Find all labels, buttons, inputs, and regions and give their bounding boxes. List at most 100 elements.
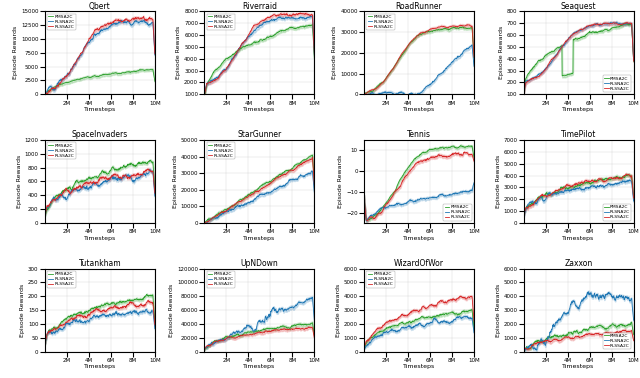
Line: RLSSA2C: RLSSA2C (364, 296, 474, 347)
RMSA2C (451, 311, 458, 316)
RMSA2C (308, 23, 316, 27)
Line: RLSSA2C: RLSSA2C (524, 174, 634, 215)
Line: RLSNA2C: RLSNA2C (364, 316, 474, 349)
RMSA2C (586, 326, 593, 330)
RLSNA2C (151, 326, 159, 331)
RMSA2C (579, 34, 587, 39)
RMSA2C (413, 155, 420, 160)
RMSA2C (520, 91, 527, 96)
RLSNA2C (200, 222, 208, 226)
Title: Seaquest: Seaquest (561, 2, 596, 11)
RLSNA2C (630, 318, 637, 322)
RLSSA2C (573, 30, 580, 35)
RLSSA2C (145, 167, 152, 171)
RLSSA2C (627, 22, 635, 26)
RLSSA2C (291, 167, 299, 172)
RLSSA2C (291, 327, 298, 331)
RLSNA2C (253, 195, 260, 199)
RLSNA2C (253, 194, 261, 199)
RMSA2C (41, 214, 49, 218)
X-axis label: Timesteps: Timesteps (84, 235, 116, 240)
Line: RLSNA2C: RLSNA2C (524, 180, 634, 217)
Y-axis label: Episode Rewards: Episode Rewards (177, 26, 181, 79)
RMSA2C (579, 328, 587, 332)
RMSA2C (457, 143, 465, 148)
RMSA2C (308, 22, 316, 26)
RLSSA2C (630, 59, 637, 64)
RMSA2C (520, 348, 527, 353)
RLSNA2C (420, 324, 428, 329)
RLSNA2C (572, 304, 580, 308)
RLSSA2C (151, 191, 159, 195)
RLSNA2C (307, 14, 315, 19)
RLSNA2C (426, 82, 433, 87)
RLSNA2C (627, 21, 635, 26)
RMSA2C (627, 175, 635, 179)
X-axis label: Timesteps: Timesteps (243, 235, 276, 240)
RMSA2C (291, 323, 298, 327)
RLSSA2C (107, 20, 115, 25)
RLSSA2C (413, 308, 420, 313)
RMSA2C (459, 25, 467, 29)
RLSSA2C (579, 181, 587, 186)
RLSSA2C (610, 331, 618, 336)
RLSSA2C (468, 152, 476, 157)
RMSA2C (151, 320, 159, 324)
RLSSA2C (93, 307, 101, 311)
RMSA2C (41, 91, 49, 96)
RMSA2C (308, 321, 316, 325)
RLSSA2C (520, 347, 527, 352)
RLSSA2C (572, 334, 580, 339)
RLSSA2C (468, 24, 476, 28)
Line: RLSSA2C: RLSSA2C (204, 158, 314, 223)
RLSSA2C (451, 297, 458, 302)
RMSA2C (93, 74, 101, 79)
RLSNA2C (146, 167, 154, 172)
RMSA2C (627, 22, 635, 26)
RLSNA2C (520, 349, 527, 353)
RMSA2C (200, 95, 208, 99)
RMSA2C (148, 293, 156, 297)
Line: RLSSA2C: RLSSA2C (45, 301, 155, 344)
Line: RMSA2C: RMSA2C (524, 175, 634, 215)
RLSSA2C (628, 328, 636, 333)
RMSA2C (131, 297, 139, 302)
RLSSA2C (296, 11, 304, 15)
Y-axis label: Episode Rewards: Episode Rewards (339, 155, 343, 208)
Title: Tennis: Tennis (407, 130, 431, 139)
RMSA2C (360, 91, 368, 96)
RLSNA2C (308, 295, 316, 300)
Legend: RMSA2C, RLSNA2C, RLSSA2C: RMSA2C, RLSNA2C, RLSSA2C (603, 333, 632, 349)
RMSA2C (420, 31, 428, 35)
RLSSA2C (310, 184, 318, 189)
RMSA2C (420, 150, 428, 155)
Title: TimePilot: TimePilot (561, 130, 596, 139)
RLSNA2C (151, 53, 159, 57)
RMSA2C (200, 348, 208, 352)
RLSNA2C (413, 93, 420, 97)
RLSNA2C (612, 20, 620, 25)
X-axis label: Timesteps: Timesteps (243, 107, 276, 112)
RMSA2C (310, 58, 318, 63)
Line: RLSNA2C: RLSNA2C (204, 171, 314, 225)
RMSA2C (622, 21, 630, 26)
RLSNA2C (412, 323, 420, 328)
Line: RLSSA2C: RLSSA2C (364, 25, 474, 94)
RLSSA2C (520, 213, 527, 217)
RLSSA2C (94, 180, 102, 185)
RMSA2C (360, 346, 368, 350)
RMSA2C (520, 348, 527, 353)
Y-axis label: Episode Rewards: Episode Rewards (13, 26, 19, 79)
RLSSA2C (308, 155, 316, 160)
RMSA2C (470, 56, 478, 60)
RLSNA2C (201, 222, 209, 227)
RLSSA2C (253, 189, 260, 194)
RMSA2C (573, 37, 580, 41)
RLSSA2C (364, 218, 371, 223)
RMSA2C (260, 327, 268, 331)
Legend: RMSA2C, RLSNA2C, RLSSA2C: RMSA2C, RLSNA2C, RLSSA2C (444, 204, 472, 221)
RLSNA2C (579, 298, 587, 302)
RMSA2C (253, 187, 261, 192)
RLSSA2C (148, 301, 156, 305)
RLSNA2C (610, 182, 618, 186)
